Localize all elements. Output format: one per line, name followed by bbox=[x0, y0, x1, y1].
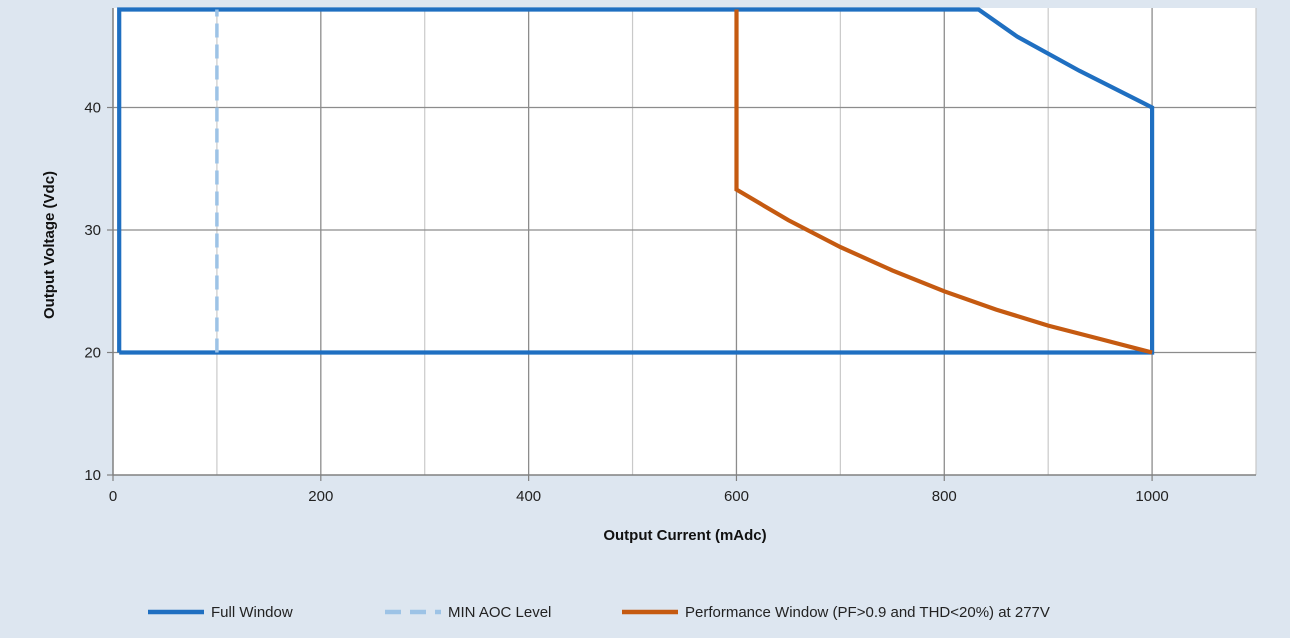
plot-area bbox=[113, 8, 1256, 475]
y-tick-label-10: 10 bbox=[84, 467, 101, 484]
series-line-2 bbox=[734, 9, 1153, 355]
y-axis-title: Output Voltage (Vdc) bbox=[41, 171, 58, 319]
x-tick-label-0: 0 bbox=[109, 488, 117, 505]
x-tick-label-400: 400 bbox=[516, 488, 541, 505]
legend-label-1: MIN AOC Level bbox=[448, 604, 551, 621]
tick-layer: 0 200 400 600 800 1000 10 20 30 40 bbox=[84, 100, 1168, 506]
legend-label-2: Performance Window (PF>0.9 and THD<20%) … bbox=[685, 604, 1050, 621]
x-tick-label-800: 800 bbox=[932, 488, 957, 505]
series-layer bbox=[117, 7, 1155, 355]
x-tick-label-600: 600 bbox=[724, 488, 749, 505]
y-tick-label-20: 20 bbox=[84, 345, 101, 362]
x-tick-label-200: 200 bbox=[308, 488, 333, 505]
y-tick-label-30: 30 bbox=[84, 222, 101, 239]
x-tick-label-1000: 1000 bbox=[1135, 488, 1168, 505]
y-tick-label-40: 40 bbox=[84, 100, 101, 117]
x-axis-title: Output Current (mAdc) bbox=[603, 527, 766, 544]
series-line-0 bbox=[117, 7, 1155, 355]
legend-label-0: Full Window bbox=[211, 604, 293, 621]
legend: Full Window MIN AOC Level Performance Wind… bbox=[148, 604, 1050, 621]
